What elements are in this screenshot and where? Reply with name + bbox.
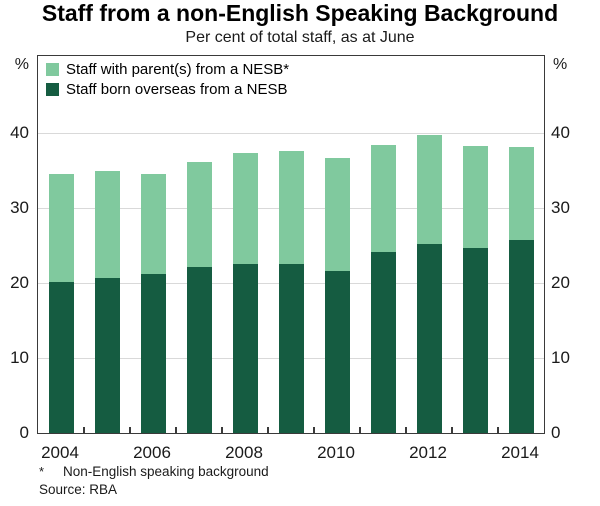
bar-segment-parents-nesb: [278, 151, 304, 264]
y-axis-label-right-30: 30: [551, 198, 570, 218]
year-slot-2006: [130, 56, 176, 433]
stacked-bar-2014: [508, 147, 534, 433]
year-slot-2014: [498, 56, 544, 433]
x-axis-tick: [221, 427, 223, 433]
stacked-bar-2009: [278, 151, 304, 433]
bar-segment-parents-nesb: [232, 152, 258, 264]
y-axis-label-left-0: 0: [19, 423, 29, 442]
legend-item-born-overseas: Staff born overseas from a NESB: [46, 81, 289, 98]
chart-subtitle: Per cent of total staff, as at June: [185, 29, 415, 46]
bar-segment-born-overseas-nesb: [370, 251, 396, 433]
bar-segment-parents-nesb: [324, 157, 350, 272]
x-axis-tick: [405, 427, 407, 433]
chart-title: Staff from a non-English Speaking Backgr…: [41, 0, 559, 26]
legend-label: Staff born overseas from a NESB: [66, 81, 288, 98]
y-axis-unit-left: %: [14, 56, 29, 73]
x-axis-tick: [497, 427, 499, 433]
gridline-40: [38, 132, 544, 134]
year-slot-2013: [452, 56, 498, 433]
year-slot-2008: [222, 56, 268, 433]
y-axis-label-left-10: 10: [10, 348, 29, 368]
stacked-bar-2008: [232, 152, 258, 433]
y-axis-label-right-40: 40: [551, 123, 570, 143]
stacked-bar-2012: [416, 135, 442, 433]
y-axis-label-right-20: 20: [551, 273, 570, 293]
bar-segment-born-overseas-nesb: [48, 282, 74, 433]
legend: Staff with parent(s) from a NESB* Staff …: [46, 61, 289, 98]
stacked-bar-2010: [324, 157, 350, 433]
bar-segment-born-overseas-nesb: [462, 247, 488, 433]
bar-segment-parents-nesb: [94, 171, 120, 278]
x-axis-label-2004: 2004: [41, 443, 79, 462]
bar-segment-born-overseas-nesb: [324, 271, 350, 433]
x-axis-label-2014: 2014: [501, 443, 539, 462]
bar-segment-born-overseas-nesb: [278, 263, 304, 433]
x-axis-tick: [451, 427, 453, 433]
legend-swatch-dark-green: [46, 83, 59, 96]
stacked-bar-2007: [186, 162, 212, 433]
bar-segment-parents-nesb: [186, 162, 212, 267]
x-axis-tick: [83, 427, 85, 433]
y-axis-label-right-10: 10: [551, 348, 570, 368]
y-axis-unit-right: %: [553, 56, 568, 73]
stacked-bar-2004: [48, 173, 74, 433]
y-axis-label-left-30: 30: [10, 198, 29, 218]
stacked-bar-2006: [140, 174, 166, 433]
footnote-star-symbol: *: [39, 464, 45, 479]
bar-segment-parents-nesb: [370, 145, 396, 252]
stacked-bar-2013: [462, 145, 488, 433]
year-slot-2009: [268, 56, 314, 433]
source-line: Source: RBA: [39, 482, 118, 497]
bar-segment-born-overseas-nesb: [140, 274, 166, 433]
bar-segment-parents-nesb: [416, 135, 442, 245]
bars-container: [38, 56, 544, 433]
bar-segment-born-overseas-nesb: [508, 240, 534, 433]
bar-segment-born-overseas-nesb: [232, 263, 258, 433]
x-axis-tick: [313, 427, 315, 433]
year-slot-2012: [406, 56, 452, 433]
y-axis-label-left-40: 40: [10, 123, 29, 143]
legend-swatch-light-green: [46, 63, 59, 76]
bar-segment-parents-nesb: [48, 173, 74, 283]
year-slot-2011: [360, 56, 406, 433]
bar-segment-parents-nesb: [462, 145, 488, 248]
x-axis-tick: [267, 427, 269, 433]
x-axis-label-2010: 2010: [317, 443, 355, 462]
bar-segment-born-overseas-nesb: [94, 277, 120, 433]
footnote-text: Non-English speaking background: [63, 464, 269, 479]
stacked-bar-2011: [370, 145, 396, 433]
x-axis-label-2008: 2008: [225, 443, 263, 462]
year-slot-2007: [176, 56, 222, 433]
x-axis-label-2006: 2006: [133, 443, 171, 462]
year-slot-2010: [314, 56, 360, 433]
x-axis-tick: [359, 427, 361, 433]
y-axis-label-left-20: 20: [10, 273, 29, 293]
bar-segment-parents-nesb: [508, 147, 534, 241]
y-axis-label-right-0: 0: [551, 423, 561, 442]
x-axis-tick: [175, 427, 177, 433]
bar-segment-born-overseas-nesb: [186, 266, 212, 433]
stacked-bar-2005: [94, 171, 120, 433]
legend-label: Staff with parent(s) from a NESB*: [66, 61, 290, 78]
year-slot-2005: [84, 56, 130, 433]
plot-area: Staff with parent(s) from a NESB* Staff …: [37, 55, 545, 434]
bar-segment-parents-nesb: [140, 174, 166, 275]
year-slot-2004: [38, 56, 84, 433]
x-axis-label-2012: 2012: [409, 443, 447, 462]
legend-item-parents: Staff with parent(s) from a NESB*: [46, 61, 289, 78]
x-axis-tick: [129, 427, 131, 433]
bar-segment-born-overseas-nesb: [416, 244, 442, 433]
